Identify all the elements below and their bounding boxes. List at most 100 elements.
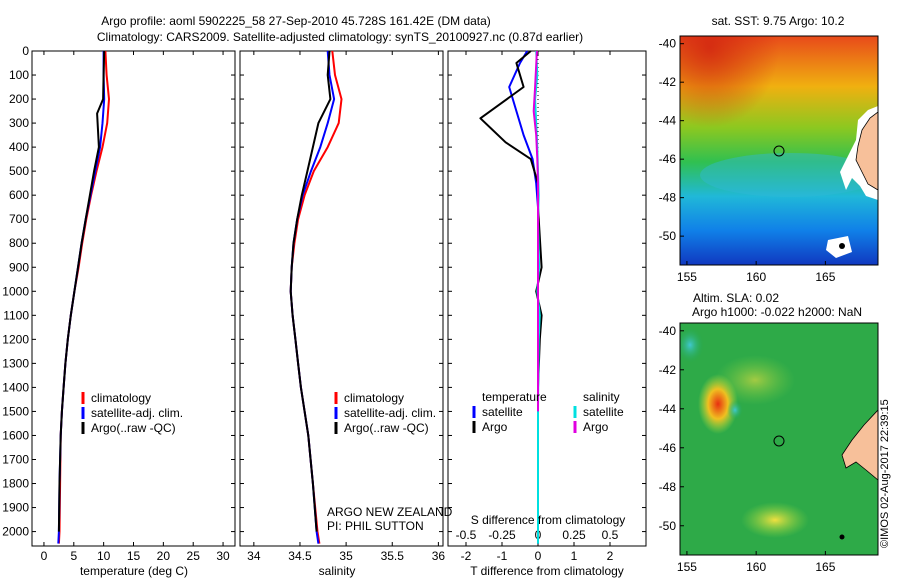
y-tick-label: 500 — [9, 164, 29, 178]
map-y-tick-label: -48 — [659, 480, 677, 494]
y-tick-label: 900 — [9, 260, 29, 274]
temperature-xlabel: temperature (deg C) — [79, 564, 189, 578]
y-tick-label: 2000 — [2, 525, 29, 539]
map-x-tick-label: 155 — [677, 270, 697, 284]
x-tick-label-top: -0.5 — [456, 528, 477, 542]
map-y-tick-label: -48 — [659, 191, 677, 205]
sla-cool-eddy-2 — [727, 400, 743, 420]
sst-cool-band — [700, 153, 878, 197]
difference-xlabel-top: S difference from climatology — [470, 513, 626, 527]
float-program-label: ARGO NEW ZEALAND — [327, 505, 453, 519]
map-x-tick-label: 160 — [746, 560, 766, 574]
map-x-tick-label: 165 — [815, 270, 835, 284]
y-tick-label: 1700 — [2, 452, 29, 466]
x-tick-label-top: 0.5 — [602, 528, 619, 542]
sst-map-frame — [679, 35, 879, 266]
map-y-tick-label: -50 — [659, 519, 677, 533]
x-tick-label: 20 — [157, 549, 171, 563]
x-tick-label: 34.5 — [288, 549, 312, 563]
sst-map-ticks: 155 160 165 -40 -42 -44 -46 -48 -50 — [659, 37, 836, 284]
series-line-argo-raw-qc- — [289, 50, 332, 532]
argo-position-marker — [773, 145, 785, 157]
difference-xlabel: T difference from climatology — [470, 564, 624, 578]
y-tick-label: 400 — [9, 140, 29, 154]
y-tick-label: 1200 — [2, 332, 29, 346]
y-tick-label: 300 — [9, 116, 29, 130]
legend-label: satellite — [482, 405, 523, 419]
y-tick-label: 1900 — [2, 501, 29, 515]
y-tick-label: 1300 — [2, 356, 29, 370]
map-x-tick-label: 155 — [677, 560, 697, 574]
map-y-tick-label: -40 — [659, 324, 677, 338]
x-tick-label: 30 — [216, 549, 230, 563]
map-x-tick-label: 165 — [815, 560, 835, 574]
legend-label: satellite-adj. clim. — [344, 406, 436, 420]
float-pi-label: PI: PHIL SUTTON — [327, 519, 424, 533]
y-tick-label: 200 — [9, 92, 29, 106]
x-tick-label: 0 — [41, 549, 48, 563]
sst-island — [839, 243, 845, 249]
panel-temperature: 0100200300400500600700800900100011001200… — [2, 44, 236, 563]
panel-frame — [239, 50, 444, 547]
legend-label: satellite — [583, 405, 624, 419]
x-tick-label: 15 — [127, 549, 141, 563]
legend-label: climatology — [91, 391, 151, 405]
sla-map-frame — [679, 322, 879, 556]
sla-warm-patch — [715, 355, 795, 405]
sla-land — [841, 409, 878, 481]
map-y-tick-label: -46 — [659, 441, 677, 455]
panel-frame — [447, 50, 647, 547]
y-tick-label: 1100 — [3, 308, 29, 322]
x-tick-label: 35 — [339, 549, 353, 563]
x-tick-label: 35.5 — [381, 549, 405, 563]
x-tick-label-top: 0.25 — [562, 528, 586, 542]
sst-land — [855, 111, 878, 191]
chart-title-line1: Argo profile: aoml 5902225_58 27-Sep-201… — [101, 14, 491, 28]
y-tick-label: 0 — [22, 44, 29, 58]
legend-label: satellite-adj. clim. — [91, 406, 183, 420]
y-tick-label: 1600 — [2, 428, 29, 442]
sla-map-ticks: 155 160 165 -40 -42 -44 -46 -48 -50 — [659, 324, 836, 574]
legend-label: climatology — [344, 391, 404, 405]
argo-position-marker-sla — [773, 435, 785, 447]
x-tick-label: 10 — [97, 549, 111, 563]
legend-label: Argo(..raw -QC) — [91, 421, 176, 435]
sla-map-title: Altim. SLA: 0.02 — [692, 291, 780, 305]
sla-map-subtitle: Argo h1000: -0.022 h2000: NaN — [691, 305, 863, 319]
sst-warm-patch — [680, 36, 878, 265]
side-timestamp: ©IMOS 02-Aug-2017 22:39:15 — [879, 399, 891, 548]
legend-title-salinity: salinity — [583, 390, 620, 404]
panel-frame — [31, 50, 236, 547]
map-y-tick-label: -40 — [659, 37, 677, 51]
sla-cool-eddy — [680, 327, 704, 363]
series-line-climatology — [289, 50, 343, 544]
map-y-tick-label: -42 — [659, 75, 677, 89]
map-x-tick-label: 160 — [746, 270, 766, 284]
map-y-tick-label: -46 — [659, 152, 677, 166]
map-y-tick-label: -50 — [659, 229, 677, 243]
x-tick-label: 34 — [247, 549, 261, 563]
sla-map: 155 160 165 -40 -42 -44 -46 -48 -50 — [659, 322, 879, 574]
map-y-tick-label: -44 — [659, 114, 677, 128]
map-y-tick-label: -44 — [659, 402, 677, 416]
legend-label: Argo(..raw -QC) — [344, 421, 429, 435]
sla-warm-eddy — [741, 502, 809, 538]
sst-map-title: sat. SST: 9.75 Argo: 10.2 — [711, 14, 845, 28]
sst-map: 155 160 165 -40 -42 -44 -46 -48 -50 — [659, 35, 879, 284]
legend-label: Argo — [583, 420, 609, 434]
sst-island-mask — [826, 236, 852, 258]
y-tick-label: 100 — [9, 68, 29, 82]
y-tick-label: 1800 — [2, 477, 29, 491]
y-tick-label: 700 — [9, 212, 29, 226]
series-line-argo — [532, 50, 539, 412]
legend-title-temperature: temperature — [482, 390, 547, 404]
series-line-argo-raw-qc- — [57, 50, 106, 532]
sla-island — [839, 534, 845, 540]
y-tick-label: 1500 — [2, 404, 29, 418]
x-tick-label: -2 — [461, 549, 472, 563]
x-tick-label-top: -0.25 — [488, 528, 516, 542]
y-tick-label: 600 — [9, 188, 29, 202]
series-line-satellite — [508, 50, 539, 544]
